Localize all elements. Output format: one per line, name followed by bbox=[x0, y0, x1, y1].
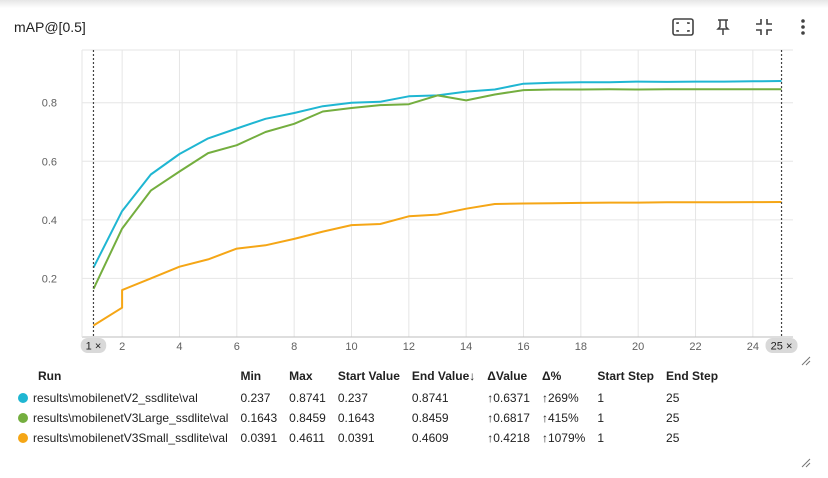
table-row[interactable]: results\mobilenetV2_ssdlite\val 0.237 0.… bbox=[14, 388, 724, 408]
max-cell: 0.4611 bbox=[289, 431, 325, 445]
table-row[interactable]: results\mobilenetV3Small_ssdlite\val 0.0… bbox=[14, 428, 724, 448]
x-tick-label: 20 bbox=[632, 341, 644, 353]
end-step-cell: 25 bbox=[666, 391, 680, 405]
table-header-row: Run Min Max Start Value End Value↓ ΔValu… bbox=[14, 366, 724, 388]
range-marker-badge[interactable]: 1 × bbox=[80, 338, 107, 353]
delta-pct-cell: ↑415% bbox=[541, 411, 579, 425]
start-value-cell: 0.1643 bbox=[337, 411, 375, 425]
min-cell: 0.0391 bbox=[240, 431, 278, 445]
delta-pct-cell: ↑269% bbox=[541, 391, 579, 405]
x-tick-label: 14 bbox=[460, 341, 472, 353]
x-tick-label: 10 bbox=[345, 341, 357, 353]
y-tick-label: 0.4 bbox=[42, 215, 57, 227]
start-value-cell: 0.0391 bbox=[337, 431, 375, 445]
header-end-step[interactable]: End Step bbox=[666, 369, 719, 383]
line-chart[interactable]: 0.20.40.60.82 4 6 8 10 12 14 16 18 20 22 241 × 25 × bbox=[0, 40, 828, 360]
x-tick-label: 2 bbox=[119, 341, 125, 353]
run-name: results\mobilenetV2_ssdlite\val bbox=[33, 391, 198, 405]
y-tick-label: 0.8 bbox=[42, 98, 57, 110]
run-color-dot bbox=[18, 433, 28, 443]
end-step-cell: 25 bbox=[666, 411, 680, 425]
header-max[interactable]: Max bbox=[289, 369, 313, 383]
resize-handle-chart[interactable] bbox=[801, 353, 811, 366]
range-marker-badge-bg bbox=[80, 338, 107, 353]
x-tick-label: 16 bbox=[517, 341, 529, 353]
range-marker-badge-bg bbox=[765, 338, 798, 353]
header-start-step[interactable]: Start Step bbox=[597, 369, 655, 383]
x-tick-label: 8 bbox=[291, 341, 297, 353]
resize-handle-table[interactable] bbox=[801, 455, 811, 468]
header-min[interactable]: Min bbox=[240, 369, 262, 383]
end-value-cell: 0.8459 bbox=[411, 411, 449, 425]
x-tick-label: 4 bbox=[176, 341, 182, 353]
run-cell: results\mobilenetV2_ssdlite\val bbox=[14, 388, 234, 408]
header-run[interactable]: Run bbox=[38, 369, 62, 383]
start-step-cell: 1 bbox=[597, 411, 605, 425]
table-row[interactable]: results\mobilenetV3Large_ssdlite\val 0.1… bbox=[14, 408, 724, 428]
max-cell: 0.8741 bbox=[289, 391, 326, 405]
delta-pct-cell: ↑1079% bbox=[541, 431, 586, 445]
top-shadow bbox=[0, 0, 828, 8]
start-step-cell: 1 bbox=[597, 431, 605, 445]
y-tick-label: 0.2 bbox=[42, 273, 57, 285]
run-name: results\mobilenetV3Small_ssdlite\val bbox=[33, 431, 228, 445]
header-start-value[interactable]: Start Value bbox=[337, 369, 400, 383]
header-end-value[interactable]: End Value↓ bbox=[411, 369, 476, 383]
header-delta-pct[interactable]: Δ% bbox=[541, 369, 562, 383]
fit-domain-icon[interactable] bbox=[671, 15, 695, 39]
max-cell: 0.8459 bbox=[289, 411, 326, 425]
pin-icon[interactable] bbox=[711, 15, 735, 39]
more-vert-icon[interactable] bbox=[791, 15, 815, 39]
run-name: results\mobilenetV3Large_ssdlite\val bbox=[33, 411, 229, 425]
range-marker-badge[interactable]: 25 × bbox=[765, 338, 798, 353]
end-value-cell: 0.8741 bbox=[411, 391, 449, 405]
run-cell: results\mobilenetV3Large_ssdlite\val bbox=[14, 408, 234, 428]
delta-value-cell: ↑0.6817 bbox=[487, 411, 530, 425]
run-cell: results\mobilenetV3Small_ssdlite\val bbox=[14, 428, 234, 448]
start-step-cell: 1 bbox=[597, 391, 605, 405]
end-value-cell: 0.4609 bbox=[411, 431, 449, 445]
delta-value-cell: ↑0.6371 bbox=[487, 391, 530, 405]
min-cell: 0.237 bbox=[240, 391, 271, 405]
y-tick-label: 0.6 bbox=[42, 156, 57, 168]
run-color-dot bbox=[18, 393, 28, 403]
range-marker-label: 1 × bbox=[86, 341, 102, 353]
series-line-1 bbox=[92, 88, 782, 290]
x-tick-label: 12 bbox=[403, 341, 415, 353]
collapse-icon[interactable] bbox=[752, 15, 776, 39]
min-cell: 0.1643 bbox=[240, 411, 278, 425]
series-line-0 bbox=[92, 80, 782, 269]
x-tick-label: 18 bbox=[575, 341, 587, 353]
header-delta-value[interactable]: ΔValue bbox=[487, 369, 528, 383]
x-tick-label: 6 bbox=[234, 341, 240, 353]
x-tick-label: 22 bbox=[689, 341, 701, 353]
run-color-dot bbox=[18, 413, 28, 423]
range-marker-label: 25 × bbox=[771, 341, 793, 353]
card-title: mAP@[0.5] bbox=[14, 19, 86, 35]
series-line-2 bbox=[92, 201, 782, 327]
end-step-cell: 25 bbox=[666, 431, 680, 445]
delta-value-cell: ↑0.4218 bbox=[487, 431, 530, 445]
start-value-cell: 0.237 bbox=[337, 391, 368, 405]
x-tick-label: 24 bbox=[747, 341, 759, 353]
runs-table: Run Min Max Start Value End Value↓ ΔValu… bbox=[14, 366, 724, 448]
